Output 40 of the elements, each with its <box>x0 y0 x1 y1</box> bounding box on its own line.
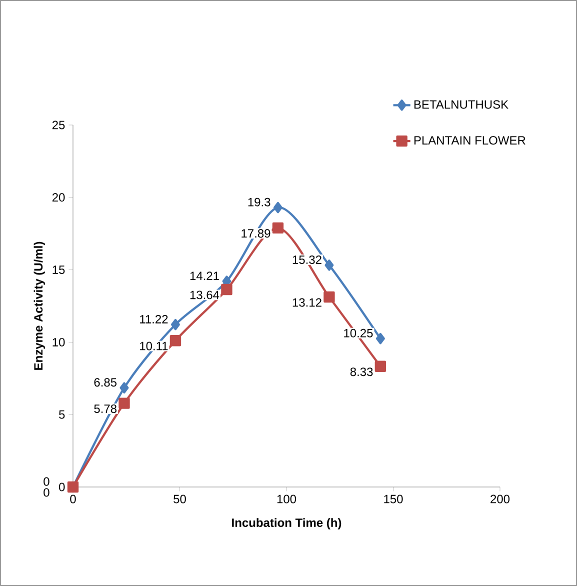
x-tick-label: 150 <box>384 494 403 504</box>
point <box>120 382 129 394</box>
y-tick-label: 10 <box>52 338 65 346</box>
legend-label: PLANTAIN FLOWER <box>414 136 526 145</box>
point <box>221 284 232 296</box>
point <box>324 260 334 271</box>
y-tick-label: 15 <box>52 266 65 274</box>
point <box>118 398 130 409</box>
data-label: 6.85 <box>94 378 117 387</box>
x-tick-label: 50 <box>174 494 186 504</box>
point <box>273 202 282 214</box>
point <box>272 222 284 234</box>
point <box>324 291 335 303</box>
x-tick-label: 100 <box>277 494 296 504</box>
data-label: 14.21 <box>190 272 219 280</box>
y-tick-label: 0 <box>58 482 65 492</box>
data-label: 19.3 <box>248 198 270 206</box>
data-label: 10.11 <box>140 342 168 350</box>
y-tick-label: 20 <box>52 193 65 202</box>
data-label: 13.64 <box>190 290 220 300</box>
data-label: 10.25 <box>344 328 373 338</box>
data-label: 0 <box>44 477 50 486</box>
data-label: 13.12 <box>292 298 322 307</box>
point <box>374 360 386 372</box>
data-label: 5.78 <box>94 404 117 413</box>
data-label: 11.22 <box>140 314 168 324</box>
data-label: 15.32 <box>292 255 322 264</box>
data-label: 0 <box>44 488 50 497</box>
point <box>171 318 180 330</box>
y-axis-title: Enzyme Activity (U/ml) <box>34 242 45 370</box>
x-tick-label: 0 <box>70 494 76 504</box>
data-label: 17.89 <box>242 229 270 238</box>
data-label: 8.33 <box>350 368 373 376</box>
y-tick-label: 25 <box>52 120 65 130</box>
point <box>376 332 385 344</box>
x-tick-label: 200 <box>490 494 510 504</box>
y-tick-label: 5 <box>59 410 65 419</box>
legend-label: BETALNUTHUSK <box>414 100 508 109</box>
x-axis-title: Incubation Time (h) <box>232 518 342 530</box>
point <box>170 335 182 346</box>
